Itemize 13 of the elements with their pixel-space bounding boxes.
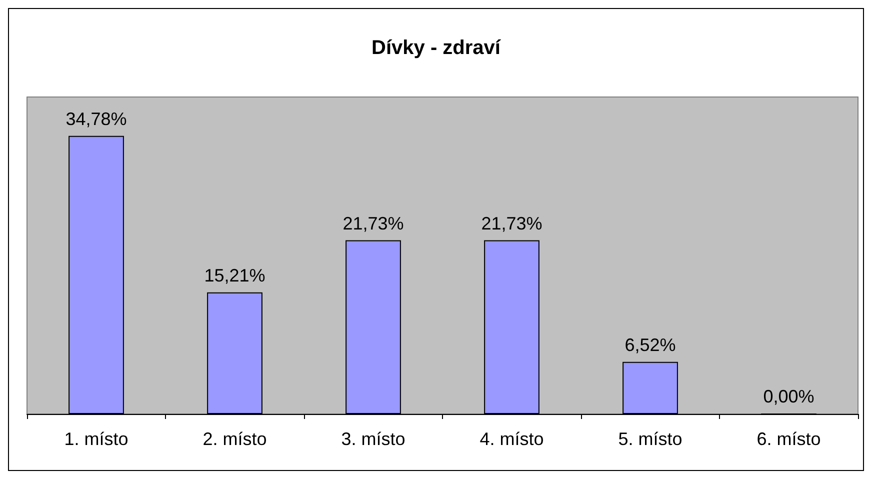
data-label: 21,73% xyxy=(481,213,542,234)
x-tick-label: 4. místo xyxy=(480,429,544,449)
x-tick-label: 6. místo xyxy=(756,429,821,449)
chart-title: Dívky - zdraví xyxy=(372,37,502,59)
x-tick-label: 1. místo xyxy=(64,429,128,449)
x-tick-label: 2. místo xyxy=(202,429,267,449)
data-label: 34,78% xyxy=(66,108,127,129)
x-tick-label: 5. místo xyxy=(618,429,682,449)
data-label: 15,21% xyxy=(204,265,266,286)
data-label: 0,00% xyxy=(763,386,814,406)
data-label: 21,73% xyxy=(342,213,404,234)
data-label: 6,52% xyxy=(624,334,676,355)
x-tick-label: 3. místo xyxy=(341,429,406,449)
